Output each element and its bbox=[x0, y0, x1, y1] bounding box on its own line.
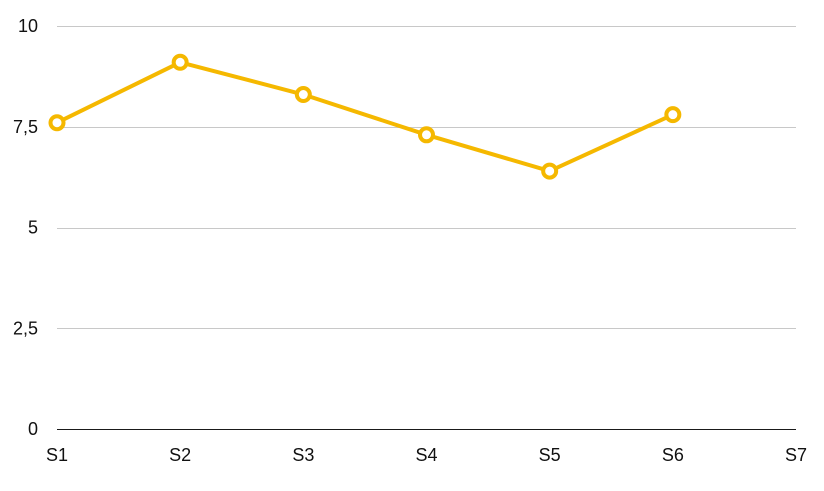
y-tick-labels: 0 2,5 5 7,5 10 bbox=[13, 16, 38, 439]
y-tick-label: 0 bbox=[28, 419, 38, 439]
y-tick-label: 7,5 bbox=[13, 117, 38, 137]
x-tick-label: S6 bbox=[662, 445, 684, 465]
x-tick-label: S3 bbox=[292, 445, 314, 465]
x-tick-label: S1 bbox=[46, 445, 68, 465]
y-tick-label: 2,5 bbox=[13, 318, 38, 338]
data-point-S6 bbox=[664, 106, 682, 124]
x-tick-labels: S1 S2 S3 S4 S5 S6 S7 bbox=[46, 445, 807, 465]
data-point-S3 bbox=[294, 86, 312, 104]
y-tick-label: 5 bbox=[28, 218, 38, 238]
data-series bbox=[48, 53, 682, 180]
series-line-0 bbox=[55, 60, 675, 174]
x-tick-label: S4 bbox=[415, 445, 437, 465]
data-point-S4 bbox=[418, 126, 435, 144]
data-point-S5 bbox=[541, 162, 559, 180]
gridlines bbox=[57, 26, 796, 329]
x-tick-label: S2 bbox=[169, 445, 191, 465]
x-tick-label: S7 bbox=[785, 445, 807, 465]
y-tick-label: 10 bbox=[18, 16, 38, 36]
data-point-S2 bbox=[171, 53, 189, 71]
data-point-S1 bbox=[48, 114, 66, 132]
x-tick-label: S5 bbox=[539, 445, 561, 465]
